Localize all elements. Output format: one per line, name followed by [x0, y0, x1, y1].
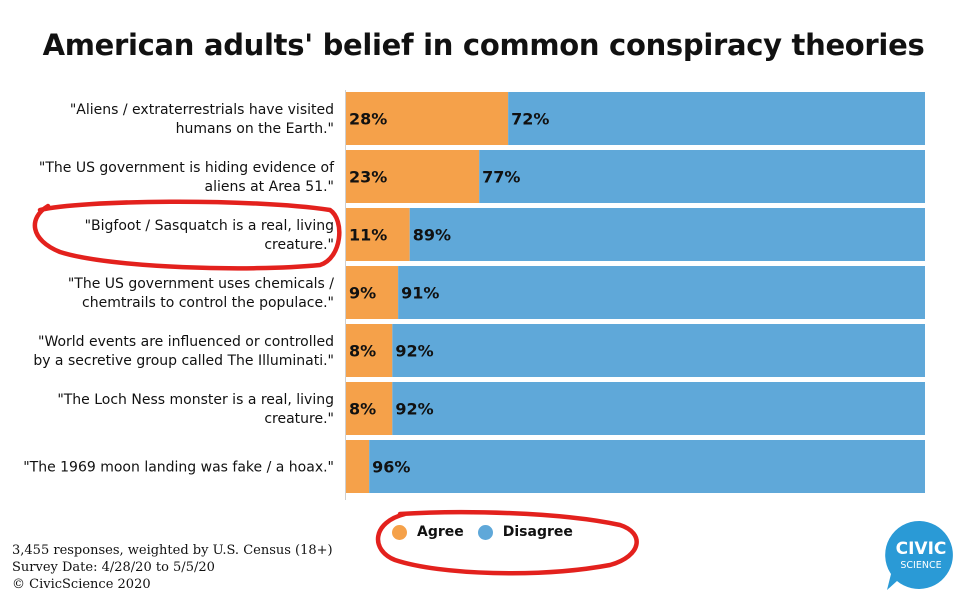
- legend-label-agree: Agree: [417, 524, 464, 540]
- data-label-disagree-4: 92%: [395, 342, 433, 361]
- footer-copyright: © CivicScience 2020: [12, 577, 151, 592]
- logo-text-civic: CIVIC: [896, 539, 947, 559]
- legend-label-disagree: Disagree: [502, 524, 573, 540]
- logo-bubble: [885, 520, 953, 590]
- legend-swatch-agree: [392, 524, 407, 540]
- bar-disagree-4: [392, 324, 925, 377]
- data-label-agree-3: 9%: [349, 284, 376, 303]
- footer-responses: 3,455 responses, weighted by U.S. Census…: [12, 543, 333, 558]
- category-label-4-line-0: "World events are influenced or controll…: [38, 334, 334, 350]
- bar-disagree-1: [479, 150, 925, 203]
- category-label-1-line-0: "The US government is hiding evidence of: [39, 160, 335, 176]
- bar-agree-0: [346, 92, 509, 145]
- footer-survey-date: Survey Date: 4/28/20 to 5/5/20: [12, 560, 215, 575]
- category-label-3-line-1: chemtrails to control the populace.": [82, 295, 334, 311]
- footer-notes: 3,455 responses, weighted by U.S. Census…: [12, 542, 333, 593]
- bar-disagree-3: [398, 266, 925, 319]
- category-label-5-line-0: "The Loch Ness monster is a real, living: [57, 392, 334, 408]
- data-label-disagree-1: 77%: [482, 168, 520, 187]
- category-label-3-line-0: "The US government uses chemicals /: [68, 276, 334, 292]
- bar-disagree-5: [392, 382, 925, 435]
- bar-agree-5: [346, 382, 393, 435]
- bar-agree-3: [346, 266, 399, 319]
- data-label-disagree-2: 89%: [413, 226, 451, 245]
- legend: Agree Disagree: [392, 524, 587, 540]
- legend-item-agree: Agree: [392, 524, 464, 540]
- category-label-1-line-1: aliens at Area 51.": [205, 179, 334, 195]
- bar-disagree-2: [409, 208, 925, 261]
- bar-agree-6: [346, 440, 370, 493]
- category-label-0-line-0: "Aliens / extraterrestrials have visited: [70, 102, 334, 118]
- legend-item-disagree: Disagree: [477, 524, 573, 540]
- data-label-disagree-6: 96%: [372, 458, 410, 477]
- data-label-disagree-0: 72%: [511, 110, 549, 129]
- data-label-agree-1: 23%: [349, 168, 387, 187]
- chart-title: American adults' belief in common conspi…: [42, 28, 925, 62]
- data-label-agree-2: 11%: [349, 226, 387, 245]
- data-label-agree-5: 8%: [349, 400, 376, 419]
- category-label-0-line-1: humans on the Earth.": [176, 121, 334, 137]
- category-label-6-line-0: "The 1969 moon landing was fake / a hoax…: [23, 460, 334, 476]
- logo-text-science: SCIENCE: [900, 560, 941, 571]
- bar-agree-4: [346, 324, 393, 377]
- data-label-disagree-5: 92%: [395, 400, 433, 419]
- category-label-4-line-1: by a secretive group called The Illumina…: [33, 353, 334, 369]
- bar-agree-2: [346, 208, 410, 261]
- category-label-2-line-0: "Bigfoot / Sasquatch is a real, living: [85, 218, 334, 234]
- bar-agree-1: [346, 150, 480, 203]
- category-label-2-line-1: creature.": [264, 237, 334, 253]
- legend-swatch-disagree: [477, 524, 493, 540]
- category-label-5-line-1: creature.": [264, 411, 334, 427]
- bar-disagree-0: [508, 92, 925, 145]
- civicscience-logo: CIVIC SCIENCE: [885, 520, 953, 590]
- data-label-agree-0: 28%: [349, 110, 387, 129]
- data-label-agree-4: 8%: [349, 342, 376, 361]
- data-label-disagree-3: 91%: [401, 284, 439, 303]
- bar-disagree-6: [369, 440, 925, 493]
